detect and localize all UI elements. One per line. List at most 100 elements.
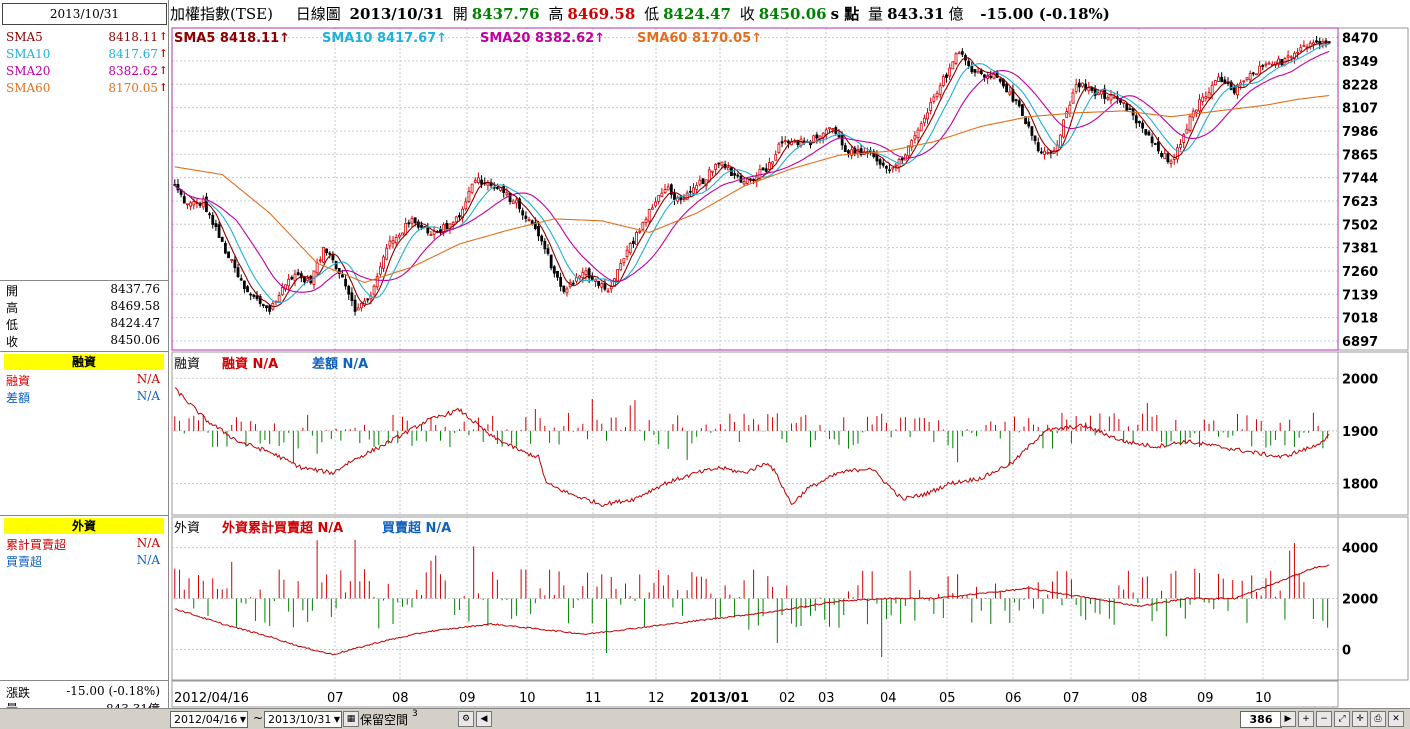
scroll-left-icon[interactable]: ◀ <box>476 711 492 727</box>
candle-body <box>941 76 945 86</box>
candle-body <box>1185 128 1189 134</box>
y-axis-area <box>1337 351 1409 516</box>
candle-body <box>385 247 389 260</box>
candle-body <box>1141 122 1145 129</box>
candle-body <box>622 258 626 264</box>
candle-body <box>777 143 781 153</box>
candle-body <box>650 207 654 210</box>
candle-body <box>1217 76 1220 82</box>
candle-body <box>635 232 638 246</box>
crosshair-icon[interactable]: ✛ <box>1352 711 1368 727</box>
candle-body <box>1296 51 1299 54</box>
candle-body <box>970 66 974 73</box>
y-tick-label: 1900 <box>1342 425 1378 440</box>
legend-entry: SMA20 8382.62↑ <box>480 31 605 46</box>
candle-body <box>223 242 227 254</box>
x-tick-label: 2012/04/16 <box>174 691 249 706</box>
close-icon[interactable]: ✕ <box>1388 711 1404 727</box>
candle-body <box>454 216 458 223</box>
settings-icon[interactable]: ⚙ <box>458 711 474 727</box>
stock-chart[interactable]: 8470 8349 8228 8107 7986 7865 7744 7623 7502 7381… <box>0 0 1410 708</box>
start-date-select[interactable]: 2012/04/16 ▼ <box>170 711 248 728</box>
candle-body <box>929 101 933 111</box>
candle-body <box>477 177 480 183</box>
candle-body <box>1033 135 1037 142</box>
candle-body <box>562 285 566 292</box>
y-tick-label: 8228 <box>1342 78 1378 93</box>
y-axis-area <box>1337 27 1409 351</box>
candle-body <box>451 221 455 225</box>
candle-body <box>628 242 632 253</box>
candle-body <box>1277 58 1281 65</box>
candle-body <box>916 129 920 139</box>
candle-body <box>638 230 642 233</box>
candle-body <box>1213 80 1217 86</box>
candle-body <box>331 254 335 261</box>
candle-body <box>885 166 888 169</box>
candle-body <box>552 266 556 274</box>
y-tick-label: 7986 <box>1342 125 1378 140</box>
candle-body <box>464 201 468 210</box>
candle-body <box>1166 153 1170 163</box>
candle-body <box>514 199 518 204</box>
y-tick-label: 7623 <box>1342 195 1378 210</box>
candle-body <box>1248 73 1252 81</box>
calendar-icon[interactable]: ▦ <box>343 711 359 727</box>
candle-body <box>1065 111 1069 119</box>
x-tick-label: 03 <box>818 691 835 706</box>
candle-body <box>356 307 360 311</box>
candle-body <box>1017 100 1021 107</box>
y-tick-label: 7865 <box>1342 148 1378 163</box>
candle-body <box>1157 141 1160 152</box>
candle-body <box>1226 82 1230 84</box>
end-date-select[interactable]: 2013/10/31 ▼ <box>264 711 342 728</box>
candle-body <box>998 78 1002 82</box>
change-value: -15.00 (-0.18%) <box>66 684 160 698</box>
candle-body <box>505 192 509 196</box>
row-label: 累計買賣超 <box>6 538 67 552</box>
zoom-in-icon[interactable]: + <box>1298 711 1314 727</box>
row-value: 8424.47 <box>110 316 160 330</box>
candle-body <box>1245 77 1249 81</box>
candle-body <box>182 196 186 204</box>
info-row: 差額 N/A <box>4 389 164 406</box>
candle-body <box>603 282 607 290</box>
candle-body <box>619 263 623 271</box>
print-icon[interactable]: ⎙ <box>1370 711 1386 727</box>
scroll-right-icon[interactable]: ▶ <box>1280 711 1296 727</box>
y-tick-label: 6897 <box>1342 335 1378 350</box>
candle-body <box>217 224 221 238</box>
up-arrow-icon: ↑ <box>158 64 168 77</box>
candle-body <box>847 150 850 154</box>
candle-body <box>888 169 891 172</box>
zoom-out-icon[interactable]: − <box>1316 711 1332 727</box>
candle-body <box>1175 147 1179 160</box>
fit-icon[interactable]: ⤢ <box>1334 711 1350 727</box>
candle-body <box>303 276 306 283</box>
x-tick-label: 11 <box>585 691 602 706</box>
candle-body <box>530 220 534 224</box>
x-axis-frame <box>171 680 1339 708</box>
row-value: N/A <box>136 389 160 403</box>
row-label: 開 <box>6 284 19 298</box>
candle-body <box>654 201 657 207</box>
candle-body <box>761 167 765 171</box>
candle-body <box>426 227 430 234</box>
margin-panel: 2000 1900 1800 融資 融資 N/A 差額 N/A <box>171 351 1409 516</box>
candle-body <box>828 127 831 130</box>
candle-body <box>378 266 382 275</box>
candle-body <box>1062 119 1065 138</box>
foreign-panel: 4000 2000 0 外資 外資累計買賣超 N/A 買賣超 N/A <box>171 516 1409 681</box>
period-label: 日線圖 <box>295 5 341 23</box>
candle-body <box>1046 152 1050 154</box>
margin-legend: 融資 <box>174 357 200 372</box>
volume-label: 量 <box>868 5 884 23</box>
end-date-value: 2013/10/31 <box>268 713 332 726</box>
candle-body <box>546 248 550 254</box>
x-tick-label: 12 <box>648 691 665 706</box>
candle-body <box>1043 150 1046 155</box>
candle-body <box>1036 142 1040 152</box>
bar-count[interactable]: 386 <box>1240 711 1282 728</box>
up-arrow-icon: ↑ <box>158 81 168 94</box>
candle-body <box>499 187 502 191</box>
